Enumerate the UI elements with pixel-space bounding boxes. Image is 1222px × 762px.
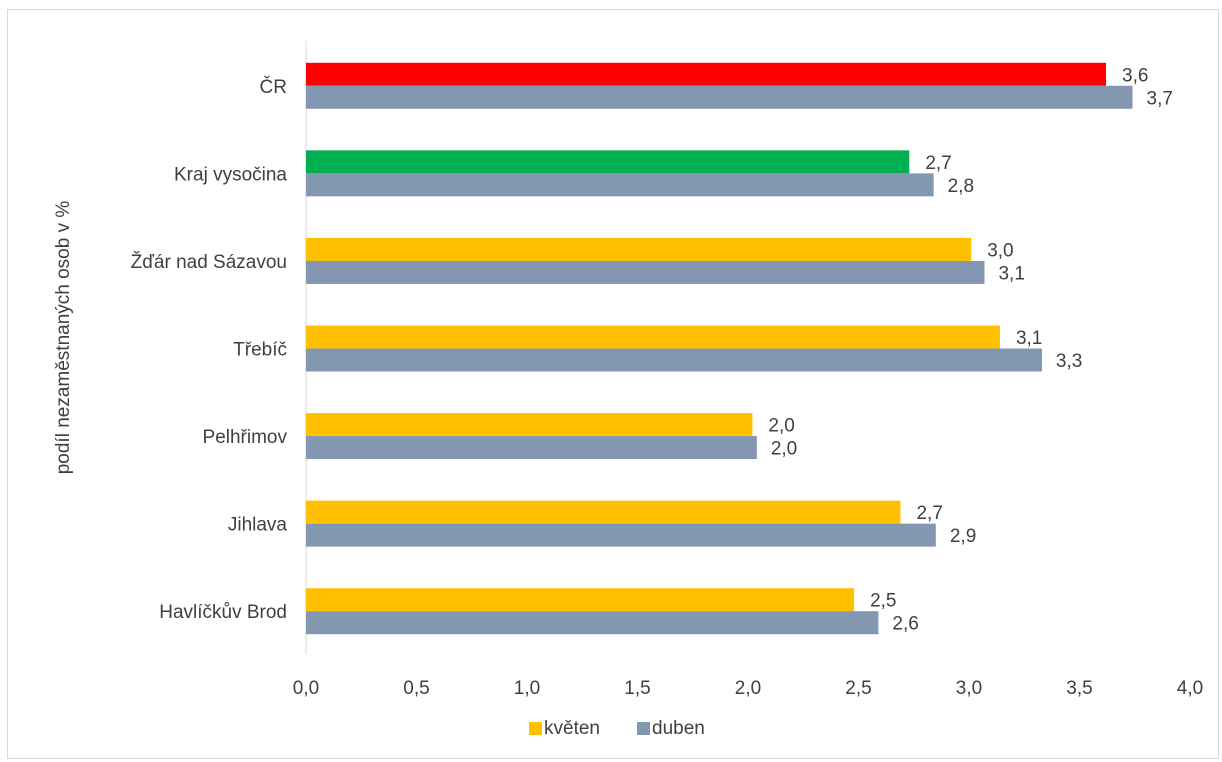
data-label-duben: 2,9 [950,526,976,547]
data-label-duben: 3,7 [1147,88,1173,109]
chart-labels: 3,63,72,72,83,03,13,13,32,02,02,72,92,52… [768,65,1173,634]
bar-kveten[interactable] [306,588,855,612]
category-label: ČR [260,76,287,98]
bar-kveten[interactable] [306,62,1107,86]
data-label-duben: 3,1 [998,263,1024,284]
x-tick-label: 2,0 [735,678,761,699]
bar-duben[interactable] [306,348,1042,372]
x-tick-label: 1,5 [624,678,650,699]
bar-duben[interactable] [306,523,936,547]
legend-swatch[interactable] [529,722,542,735]
x-tick-label: 1,0 [514,678,540,699]
legend-label[interactable]: květen [544,718,600,739]
category-label: Pelhřimov [203,427,288,448]
data-label-duben: 2,8 [948,176,974,197]
data-label-duben: 2,0 [771,439,797,460]
chart-legend[interactable]: květen duben [529,718,705,739]
x-tick-label: 4,0 [1177,678,1203,699]
data-label-kveten: 2,0 [768,416,794,437]
data-label-kveten: 2,7 [916,503,942,524]
legend-label[interactable]: duben [652,718,705,739]
data-label-kveten: 2,5 [870,591,896,612]
category-label: Havlíčkův Brod [159,602,287,623]
bar-duben[interactable] [306,85,1133,109]
x-tick-label: 0,5 [403,678,429,699]
x-tick-label: 0,0 [293,678,319,699]
bar-kveten[interactable] [306,325,1000,349]
x-tick-label: 3,0 [956,678,982,699]
bar-duben[interactable] [306,611,879,635]
bar-duben[interactable] [306,173,934,197]
bar-kveten[interactable] [306,237,972,261]
bar-kveten[interactable] [306,413,753,437]
bar-duben[interactable] [306,260,985,284]
bar-kveten[interactable] [306,500,901,524]
chart-bars [306,62,1133,635]
bar-kveten[interactable] [306,150,910,174]
x-tick-label: 2,5 [845,678,871,699]
chart-axes: podíl nezaměstnaných osob v % 0,0 0,5 1,0 1,… [53,41,1203,699]
category-label: Jihlava [228,515,288,536]
category-label: Kraj vysočina [174,164,287,185]
data-label-kveten: 3,6 [1122,65,1148,86]
data-label-duben: 2,6 [892,614,918,635]
data-label-kveten: 3,0 [987,240,1013,261]
y-axis-title: podíl nezaměstnaných osob v % [53,201,74,475]
legend-swatch[interactable] [637,722,650,735]
data-label-kveten: 2,7 [925,153,951,174]
bar-duben[interactable] [306,436,757,460]
data-label-kveten: 3,1 [1016,328,1042,349]
category-label: Třebíč [233,340,287,361]
category-label: Žďár nad Sázavou [131,251,287,273]
x-tick-label: 3,5 [1066,678,1092,699]
data-label-duben: 3,3 [1056,351,1082,372]
